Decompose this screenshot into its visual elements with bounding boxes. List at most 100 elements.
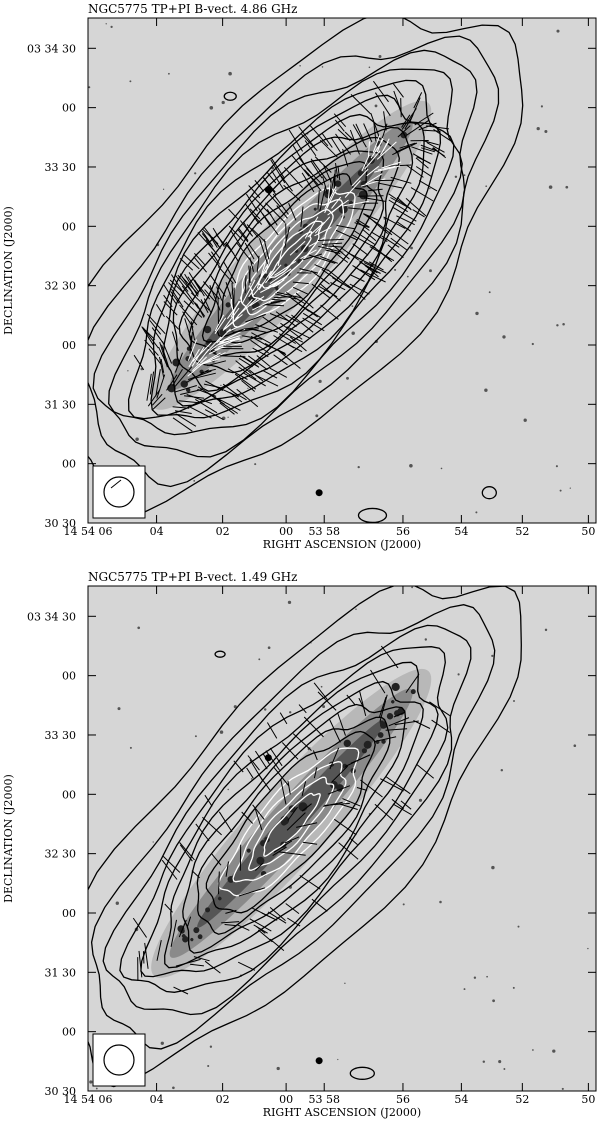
contour-level <box>162 113 425 407</box>
b-vector <box>144 942 149 969</box>
b-vector <box>254 750 268 770</box>
star <box>129 746 132 749</box>
b-vector <box>266 304 285 307</box>
b-vector <box>392 803 412 816</box>
star <box>473 976 477 979</box>
b-vector <box>301 781 307 797</box>
b-vector <box>188 349 200 368</box>
hii-region <box>182 936 189 943</box>
b-vector <box>330 282 346 291</box>
star <box>555 465 558 468</box>
b-vector <box>276 291 302 299</box>
b-vector <box>245 313 266 323</box>
hii-region <box>225 302 231 308</box>
x-tick-label: 52 <box>515 525 529 538</box>
b-vector <box>339 803 358 810</box>
b-vector <box>238 227 249 242</box>
star <box>318 379 322 384</box>
b-vector <box>209 274 226 297</box>
star <box>137 626 141 630</box>
star <box>488 291 491 294</box>
b-vector <box>246 224 259 238</box>
star <box>429 187 431 190</box>
b-vector <box>398 785 411 795</box>
b-vector <box>331 765 349 783</box>
b-vector <box>295 292 314 309</box>
y-tick-label: 00 <box>62 458 76 471</box>
b-vector <box>422 140 439 146</box>
b-vector <box>311 283 331 299</box>
b-vector <box>237 961 256 971</box>
x-tick-label: 54 <box>454 1093 468 1106</box>
star <box>454 175 458 179</box>
b-vector <box>179 258 194 271</box>
b-vector <box>302 317 325 332</box>
background-image <box>88 18 596 523</box>
b-vector <box>252 804 265 820</box>
star <box>355 608 357 610</box>
b-vector <box>367 141 370 158</box>
b-vector <box>241 811 254 824</box>
galaxy-disk-core <box>197 719 386 928</box>
y-tick-label: 32 30 <box>45 848 77 861</box>
b-vector <box>159 341 168 368</box>
b-vector <box>379 694 388 722</box>
star <box>194 735 197 738</box>
star <box>194 172 197 175</box>
b-vector <box>324 245 343 248</box>
b-vector <box>286 291 306 305</box>
b-vector <box>188 272 202 293</box>
star <box>267 646 271 650</box>
hii-region <box>366 155 376 164</box>
b-vector <box>383 216 406 230</box>
b-vector <box>397 221 412 232</box>
plot-area <box>88 18 596 523</box>
b-vector <box>299 875 321 890</box>
b-vector <box>204 794 213 807</box>
hii-region <box>363 740 372 749</box>
b-vector <box>406 164 424 178</box>
b-vector <box>265 750 280 771</box>
star <box>233 705 237 709</box>
hii-region <box>334 180 342 187</box>
b-vector <box>183 254 200 270</box>
b-vector <box>377 165 396 171</box>
b-vector <box>174 365 193 387</box>
star <box>228 71 232 76</box>
b-vector <box>414 112 434 126</box>
b-vector <box>364 197 387 202</box>
b-vector <box>371 244 391 260</box>
b-vector <box>343 200 369 207</box>
b-vector <box>355 123 364 140</box>
b-vector <box>162 856 181 873</box>
b-vector <box>275 293 297 300</box>
star <box>513 700 515 702</box>
b-vector <box>246 767 254 779</box>
b-vector <box>302 253 323 261</box>
b-vector <box>219 402 235 415</box>
star <box>322 705 326 709</box>
b-vector <box>359 691 367 717</box>
b-vector <box>249 918 272 932</box>
b-vector <box>193 956 210 962</box>
b-vector <box>420 144 436 152</box>
y-tick-label: 00 <box>62 102 76 115</box>
hii-region <box>410 689 416 695</box>
b-vector <box>320 283 341 302</box>
b-vector <box>368 261 384 271</box>
contour-level <box>248 208 334 302</box>
star <box>531 342 534 346</box>
contour-level <box>182 703 407 954</box>
hii-region <box>205 907 211 913</box>
b-vector <box>173 986 189 995</box>
b-vector <box>217 266 234 284</box>
b-vector <box>314 226 332 237</box>
b-vector <box>187 362 204 377</box>
star <box>573 744 577 747</box>
b-vector <box>175 275 189 292</box>
b-vector <box>351 168 369 187</box>
b-vector <box>273 766 290 787</box>
b-vector <box>303 169 320 186</box>
chart-title: NGC5775 TP+PI B-vect. 4.86 GHz <box>88 2 297 16</box>
b-vector <box>133 354 145 371</box>
